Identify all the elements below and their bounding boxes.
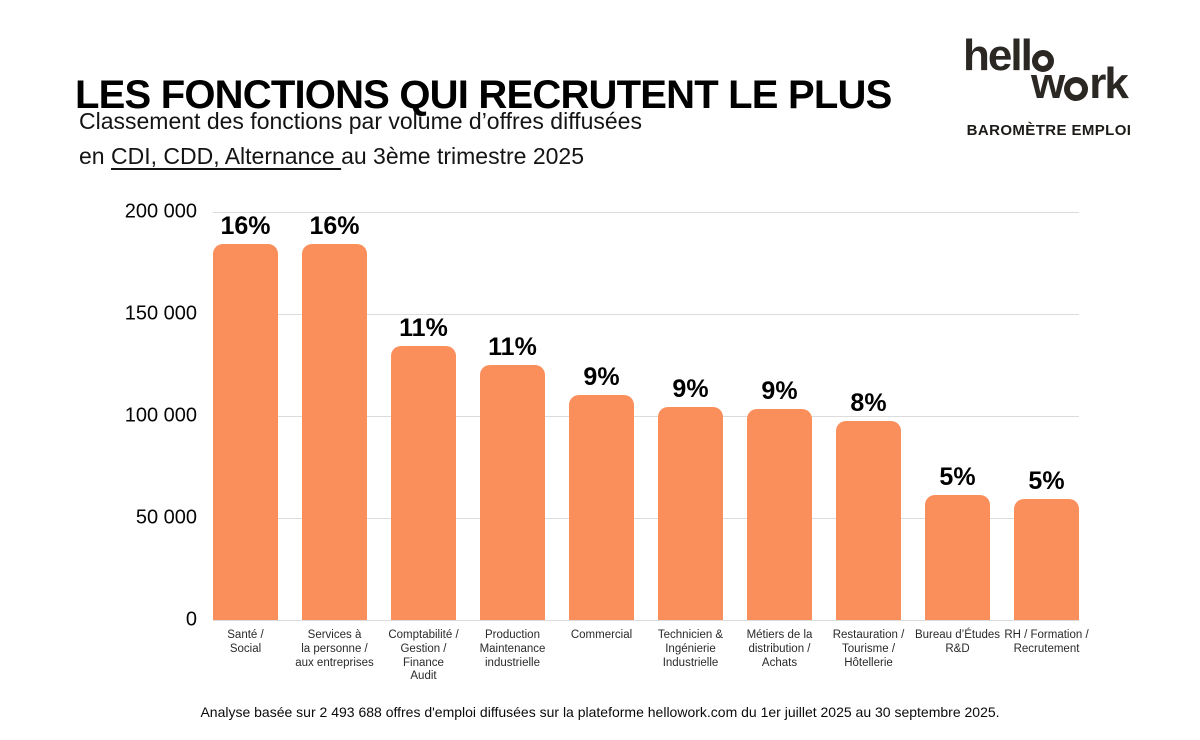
y-tick-label: 150 000 — [124, 302, 197, 325]
y-tick-label: 100 000 — [124, 404, 197, 427]
bar-group: 11% Comptabilité / Gestion / Finance Audi… — [388, 212, 458, 683]
logo-text-w: w — [1031, 59, 1065, 108]
bar[interactable] — [658, 406, 723, 620]
x-category-label: Commercial — [570, 629, 633, 641]
bar-group: 16% Santé / Social — [213, 212, 278, 655]
bar[interactable] — [569, 394, 634, 620]
logo-text-rk: rk — [1089, 59, 1129, 108]
bar-value-label: 16% — [220, 212, 271, 240]
bar[interactable] — [836, 421, 901, 620]
bar-value-label: 16% — [309, 212, 360, 240]
bar-group: 5% RH / Formation / Recrutement — [1004, 212, 1088, 655]
source-note: Analyse basée sur 2 493 688 offres d'emp… — [200, 704, 1000, 720]
subtitle-line2-prefix: en — [79, 143, 111, 169]
x-category-label: RH / Formation / Recrutement — [1004, 629, 1089, 655]
bar[interactable] — [480, 365, 545, 620]
gridline — [213, 620, 1079, 621]
bar-group: 16% Services à la personne / aux entrepri… — [295, 212, 374, 669]
y-tick-label: 0 — [185, 608, 197, 631]
bar-value-label: 5% — [939, 462, 976, 491]
gridline — [213, 518, 1079, 519]
logo-tagline: BAROMÈTRE EMPLOI — [966, 122, 1132, 139]
gridlines — [213, 212, 1079, 621]
plot-area: 16% Santé / Social 16% Services à la person… — [213, 212, 1089, 683]
bar[interactable] — [213, 244, 278, 620]
bar-group: 9% Technicien & Ingénierie Industrielle — [658, 212, 723, 669]
bar-group: 9% Métiers de la distribution / Achats — [747, 212, 813, 669]
bars: 16% Santé / Social 16% Services à la person… — [213, 212, 1089, 683]
logo-line-2: w rk — [1031, 62, 1139, 106]
bar[interactable] — [747, 408, 812, 620]
bar-value-label: 9% — [761, 376, 798, 405]
subtitle-line-1: Classement des fonctions par volume d’of… — [79, 108, 642, 134]
bar[interactable] — [925, 494, 990, 620]
bar-group: 5% Bureau d’Études R&D — [915, 212, 1000, 655]
logo-text-hell: hell — [963, 31, 1033, 80]
bar-value-label: 8% — [850, 389, 887, 418]
logo-line-1: hell — [963, 34, 1139, 78]
x-category-label: Comptabilité / Gestion / Finance Audit — [388, 629, 459, 683]
x-category-label: Technicien & Ingénierie Industrielle — [657, 629, 724, 669]
page-subtitle: Classement des fonctions par volume d’of… — [79, 104, 642, 174]
bar-value-label: 9% — [672, 374, 709, 403]
bar-group: 9% Commercial — [569, 212, 634, 641]
bar[interactable] — [302, 244, 367, 620]
x-category-label: Services à la personne / aux entreprises — [295, 629, 374, 669]
gridline — [213, 314, 1079, 315]
bar-value-label: 11% — [488, 333, 537, 361]
bar[interactable] — [391, 345, 456, 620]
y-axis-labels: 200 000 150 000 100 000 50 000 0 — [97, 201, 197, 631]
bar-value-label: 9% — [583, 362, 620, 391]
subtitle-line-2: en CDI, CDD, Alternance au 3ème trimestr… — [79, 139, 642, 174]
bar-group: 11% Production Maintenance industrielle — [480, 212, 546, 669]
logo-open-c-icon — [1061, 74, 1091, 104]
x-category-label: Bureau d’Études R&D — [914, 629, 1001, 655]
x-category-label: Restauration / Tourisme / Hôtellerie — [832, 629, 905, 669]
bar-value-label: 11% — [399, 313, 448, 342]
gridline — [213, 416, 1079, 417]
gridline — [213, 212, 1079, 213]
subtitle-line2-suffix: au 3ème trimestre 2025 — [341, 143, 584, 169]
bar-value-label: 5% — [1028, 466, 1065, 495]
y-tick-label: 200 000 — [124, 200, 197, 223]
x-category-label: Santé / Social — [227, 629, 264, 655]
y-tick-label: 50 000 — [135, 506, 197, 529]
bar[interactable] — [1014, 498, 1079, 620]
page-title: LES FONCTIONS QUI RECRUTENT LE PLUS — [75, 72, 892, 117]
bar-group: 8% Restauration / Tourisme / Hôtellerie — [833, 212, 905, 668]
subtitle-contract-types: CDI, CDD, Alternance — [110, 143, 342, 169]
hellowork-logo: hell w rk BAROMÈTRE EMPLOI — [963, 34, 1139, 140]
x-category-label: Métiers de la distribution / Achats — [746, 629, 813, 669]
x-category-label: Production Maintenance industrielle — [479, 629, 546, 669]
